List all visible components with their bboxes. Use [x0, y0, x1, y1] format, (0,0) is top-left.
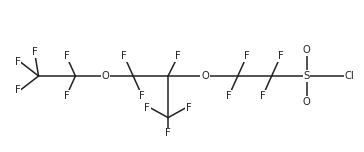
Text: F: F [32, 47, 37, 57]
Text: O: O [201, 71, 209, 81]
Text: F: F [260, 91, 266, 101]
Text: F: F [145, 103, 150, 113]
Text: F: F [139, 91, 145, 101]
Text: O: O [302, 97, 310, 107]
Text: F: F [64, 51, 69, 61]
Text: F: F [165, 128, 171, 138]
Text: F: F [244, 51, 250, 61]
Text: F: F [278, 51, 284, 61]
Text: F: F [175, 51, 181, 61]
Text: Cl: Cl [344, 71, 354, 81]
Text: F: F [121, 51, 127, 61]
Text: F: F [64, 91, 69, 101]
Text: F: F [186, 103, 192, 113]
Text: S: S [304, 71, 310, 81]
Text: F: F [15, 85, 21, 95]
Text: F: F [15, 57, 21, 67]
Text: F: F [226, 91, 232, 101]
Text: O: O [102, 71, 109, 81]
Text: O: O [302, 45, 310, 55]
